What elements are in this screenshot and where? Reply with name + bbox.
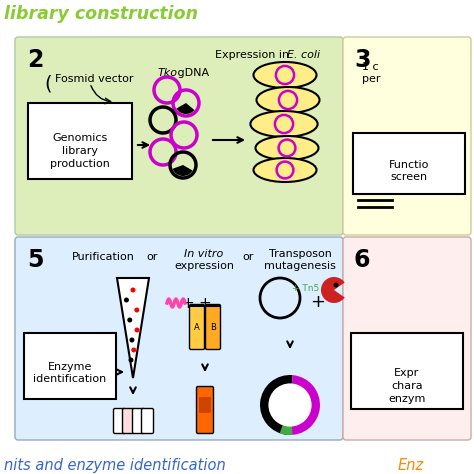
Text: 2: 2 [27,48,44,72]
Text: Purification: Purification [72,252,135,262]
FancyBboxPatch shape [197,386,213,434]
Circle shape [131,347,137,353]
Wedge shape [280,405,292,435]
Text: 6: 6 [354,248,371,272]
Text: 1 c
per: 1 c per [362,62,381,83]
Wedge shape [321,277,345,303]
Text: expression: expression [174,261,234,271]
Ellipse shape [256,87,319,113]
FancyBboxPatch shape [142,409,154,434]
FancyBboxPatch shape [15,37,343,235]
Text: Expression in: Expression in [215,50,292,60]
Text: Fosmid vector: Fosmid vector [55,74,134,84]
Ellipse shape [254,62,317,88]
Text: In vitro: In vitro [184,249,224,259]
FancyBboxPatch shape [113,409,126,434]
Ellipse shape [250,111,318,137]
Wedge shape [287,375,320,435]
Text: +: + [310,293,326,311]
Text: gDNA: gDNA [174,68,209,78]
FancyBboxPatch shape [24,333,116,399]
Wedge shape [173,165,192,176]
Text: E. coli: E. coli [287,50,320,60]
Wedge shape [176,103,194,114]
Circle shape [127,318,132,322]
Circle shape [124,298,129,302]
Text: Genomics
library
production: Genomics library production [50,133,110,169]
FancyBboxPatch shape [199,397,211,413]
Text: Transposon
mutagenesis: Transposon mutagenesis [264,249,336,271]
FancyBboxPatch shape [351,333,463,409]
FancyBboxPatch shape [122,409,135,434]
Text: +: + [182,296,194,311]
Wedge shape [260,375,292,435]
FancyBboxPatch shape [190,304,204,349]
Circle shape [128,357,134,363]
Text: B: B [210,323,216,332]
Text: or: or [146,252,158,262]
Polygon shape [117,278,149,378]
Circle shape [135,328,139,332]
Ellipse shape [254,158,317,182]
Text: Enzyme
identification: Enzyme identification [33,362,107,384]
Text: library construction: library construction [4,5,198,23]
Text: or: or [242,252,254,262]
Text: 5: 5 [27,248,44,272]
Text: Tko: Tko [158,68,178,78]
FancyBboxPatch shape [28,103,132,179]
Text: + Tn5: + Tn5 [292,284,319,293]
Circle shape [268,383,311,427]
Text: Functio
screen: Functio screen [389,160,429,182]
Circle shape [129,337,135,343]
FancyBboxPatch shape [343,37,471,235]
FancyBboxPatch shape [353,133,465,194]
Circle shape [334,283,338,288]
Circle shape [130,288,136,292]
Circle shape [134,308,139,312]
Text: (: ( [44,74,52,93]
FancyBboxPatch shape [15,237,343,440]
Text: +: + [199,296,211,311]
Text: A: A [194,323,200,332]
FancyBboxPatch shape [133,409,145,434]
Text: 3: 3 [354,48,371,72]
Text: nits and enzyme identification: nits and enzyme identification [4,458,226,473]
Text: Enz: Enz [398,458,424,473]
Ellipse shape [255,136,319,160]
FancyBboxPatch shape [206,304,220,349]
Text: Expr
chara
enzym: Expr chara enzym [388,368,426,404]
FancyBboxPatch shape [343,237,471,440]
